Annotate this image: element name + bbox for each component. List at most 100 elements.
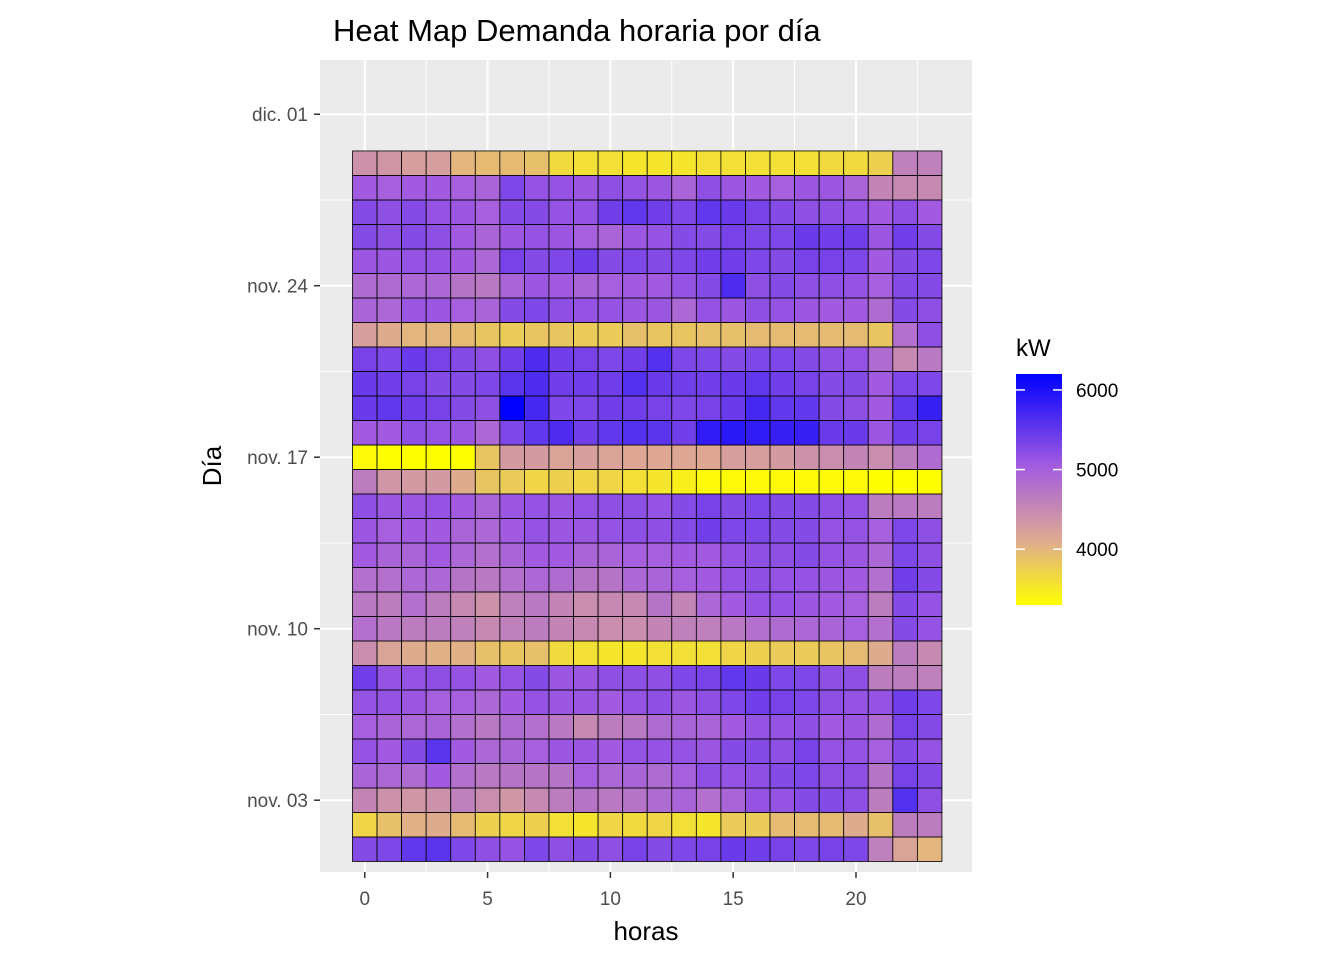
heatmap-cell <box>867 199 894 225</box>
heatmap-cell <box>818 616 845 642</box>
heatmap-cell <box>622 665 648 691</box>
heatmap-cell <box>769 812 795 838</box>
heatmap-cell <box>376 273 403 299</box>
heatmap-cell <box>352 322 378 348</box>
heatmap-cell <box>499 836 525 862</box>
x-tick-label: 10 <box>600 889 621 910</box>
heatmap-cell <box>622 297 648 323</box>
heatmap-cell <box>892 273 918 299</box>
heatmap-cell <box>769 297 795 323</box>
heatmap-cell <box>794 812 820 838</box>
heatmap-cell <box>573 273 599 299</box>
heatmap-cell <box>352 493 378 519</box>
heatmap-cell <box>450 640 476 666</box>
heatmap-cell <box>401 199 427 225</box>
heatmap-cell <box>450 469 476 495</box>
heatmap-cell <box>450 346 476 372</box>
heatmap-cell <box>376 395 403 421</box>
heatmap-cell <box>425 297 452 323</box>
heatmap-cell <box>499 665 525 691</box>
heatmap-cell <box>892 665 918 691</box>
heatmap-cell <box>450 665 476 691</box>
heatmap-cell <box>474 665 501 691</box>
heatmap-cell <box>352 420 378 446</box>
heatmap-cell <box>376 763 403 789</box>
heatmap-cell <box>695 542 722 568</box>
heatmap-cell <box>892 812 918 838</box>
heatmap-cell <box>573 518 599 544</box>
heatmap-cell <box>720 444 746 470</box>
heatmap-cell <box>671 836 697 862</box>
heatmap-cell <box>499 738 525 764</box>
heatmap-cell <box>745 248 771 274</box>
heatmap-cell <box>794 665 820 691</box>
heatmap-cell <box>474 591 501 617</box>
heatmap-cell <box>818 493 845 519</box>
heatmap-cell <box>573 199 599 225</box>
heatmap-cell <box>401 787 427 813</box>
heatmap-cell <box>720 542 746 568</box>
heatmap-cell <box>745 518 771 544</box>
heatmap-cell <box>597 175 624 201</box>
heatmap-cell <box>867 763 894 789</box>
heatmap-cell <box>548 836 574 862</box>
heatmap-cell <box>524 199 550 225</box>
heatmap-cell <box>548 248 574 274</box>
heatmap-cell <box>843 591 869 617</box>
heatmap-cell <box>401 493 427 519</box>
heatmap-cell <box>474 322 501 348</box>
heatmap-cell <box>769 518 795 544</box>
heatmap-cell <box>622 175 648 201</box>
heatmap-cell <box>622 444 648 470</box>
heatmap-cell <box>573 591 599 617</box>
heatmap-cell <box>695 812 722 838</box>
heatmap-cell <box>892 199 918 225</box>
heatmap-cell <box>818 591 845 617</box>
heatmap-cell <box>474 371 501 397</box>
heatmap-cell <box>499 567 525 593</box>
heatmap-cell <box>548 812 574 838</box>
heatmap-cell <box>671 763 697 789</box>
heatmap-cell <box>474 395 501 421</box>
heatmap-cell <box>843 395 869 421</box>
heatmap-cell <box>548 297 574 323</box>
heatmap-cell <box>695 714 722 740</box>
heatmap-cell <box>843 199 869 225</box>
heatmap-cell <box>597 297 624 323</box>
heatmap-cell <box>794 199 820 225</box>
heatmap-cell <box>843 836 869 862</box>
heatmap-cell <box>818 812 845 838</box>
heatmap-cell <box>425 787 452 813</box>
heatmap-cell <box>794 420 820 446</box>
heatmap-cell <box>450 322 476 348</box>
heatmap-cell <box>671 689 697 715</box>
heatmap-cell <box>597 567 624 593</box>
heatmap-cell <box>867 518 894 544</box>
heatmap-cell <box>867 346 894 372</box>
heatmap-cell <box>720 689 746 715</box>
heatmap-cell <box>524 248 550 274</box>
heatmap-cell <box>548 444 574 470</box>
heatmap-cell <box>818 273 845 299</box>
heatmap-cell <box>695 395 722 421</box>
heatmap-cell <box>867 689 894 715</box>
heatmap-cell <box>720 420 746 446</box>
heatmap-cell <box>794 371 820 397</box>
heatmap-cell <box>474 175 501 201</box>
heatmap-cell <box>794 567 820 593</box>
x-tick-label: 15 <box>723 889 744 910</box>
heatmap-cell <box>450 763 476 789</box>
heatmap-cell <box>597 346 624 372</box>
heatmap-cell <box>867 224 894 250</box>
y-axis-title: Día <box>197 445 227 486</box>
heatmap-cell <box>867 297 894 323</box>
heatmap-cell <box>867 395 894 421</box>
heatmap-cell <box>376 297 403 323</box>
heatmap-cell <box>843 812 869 838</box>
heatmap-cell <box>376 616 403 642</box>
heatmap-cell <box>892 322 918 348</box>
heatmap-cell <box>352 224 378 250</box>
heatmap-cell <box>916 175 943 201</box>
heatmap-cell <box>573 150 599 176</box>
heatmap-cell <box>401 371 427 397</box>
